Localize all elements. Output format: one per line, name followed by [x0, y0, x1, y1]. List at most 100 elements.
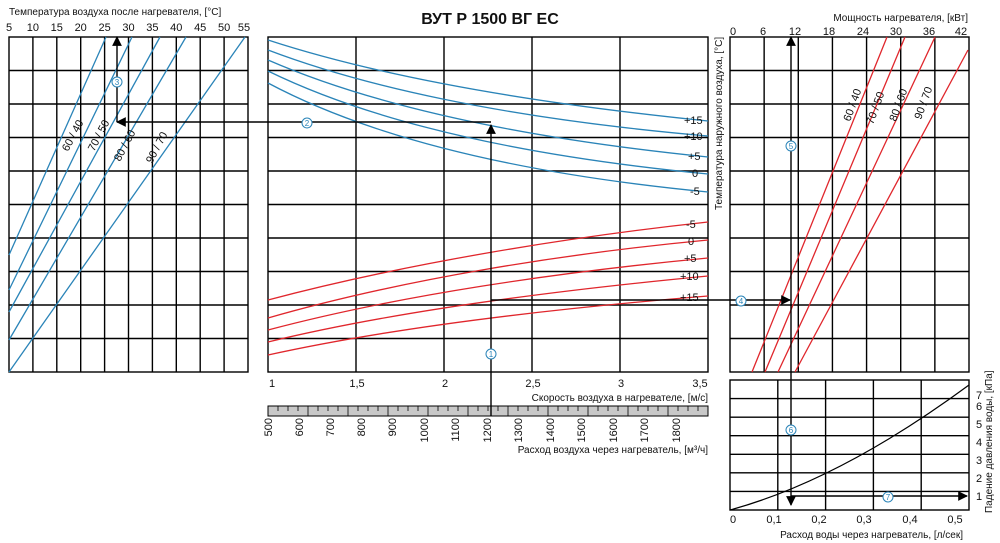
svg-text:6: 6 [789, 426, 794, 435]
left-curve-70-50 [8, 36, 133, 291]
right-curve-label: 90 / 70 [913, 85, 936, 121]
water-flow-tick-label: 0,5 [947, 514, 962, 526]
middle-blue-curve-plus5 [267, 59, 709, 158]
speed-tick-label: 1,5 [349, 378, 364, 390]
step-marker-1: 1 [485, 348, 497, 360]
blue-curve-label: +5 [688, 151, 701, 163]
water-flow-tick-labels: 0 0,1 0,2 0,3 0,4 0,5 [730, 514, 963, 526]
pressure-tick-label: 6 [976, 401, 982, 413]
flow-tick-label: 600 [294, 418, 306, 436]
right-top-panel-frame [729, 36, 970, 373]
diagram-title: ВУТ Р 1500 ВГ ЕС [421, 11, 559, 28]
svg-text:7: 7 [886, 493, 891, 502]
flow-tick-label: 1500 [576, 418, 588, 442]
power-tick-label: 0 [730, 26, 736, 38]
middle-blue-curve-0 [267, 70, 709, 175]
middle-blue-curve-minus5 [267, 82, 709, 193]
left-curve-outer [8, 36, 246, 373]
left-curve-label: 80 / 60 [112, 128, 138, 163]
left-tick-label: 35 [146, 22, 158, 34]
speed-tick-labels: 1 1,5 2 2,5 3 3,5 [269, 378, 708, 390]
red-curve-label: -5 [686, 219, 696, 231]
svg-text:1: 1 [489, 350, 494, 359]
power-tick-label: 30 [890, 26, 902, 38]
power-tick-label: 18 [823, 26, 835, 38]
flow-tick-label: 1200 [482, 418, 494, 442]
svg-text:2: 2 [305, 119, 310, 128]
speed-tick-label: 1 [269, 378, 275, 390]
middle-blue-curve-plus10 [267, 49, 709, 137]
outdoor-temp-axis-title: Температура наружного воздуха, [°C] [714, 37, 725, 210]
step-markers: 1 2 3 4 5 6 7 [111, 76, 894, 503]
flow-tick-label: 1000 [419, 418, 431, 442]
step-marker-6: 6 [785, 424, 797, 436]
step-marker-7: 7 [882, 491, 894, 503]
water-flow-tick-label: 0,4 [902, 514, 917, 526]
red-curve-label: +5 [684, 253, 697, 265]
speed-tick-label: 3 [618, 378, 624, 390]
left-curve-label: 60 / 40 [60, 118, 86, 153]
pressure-tick-label: 2 [976, 473, 982, 485]
flow-tick-labels: 500 600 700 800 900 1000 1100 1200 1300 … [263, 418, 683, 442]
middle-panel: +15 +10 +5 0 -5 -5 0 +5 +10 +15 1 1,5 2 … [263, 36, 709, 456]
power-axis-title: Мощность нагревателя, [кВт] [833, 13, 968, 24]
power-tick-labels: 0 6 12 18 24 30 36 42 [730, 26, 967, 38]
blue-curve-label: -5 [690, 186, 700, 198]
water-flow-axis-title: Расход воды через нагреватель, [л/сек] [780, 530, 963, 541]
flow-tick-label: 1800 [671, 418, 683, 442]
left-panel-frame [8, 36, 249, 373]
speed-tick-label: 2 [442, 378, 448, 390]
left-tick-label: 45 [194, 22, 206, 34]
speed-tick-label: 3,5 [692, 378, 707, 390]
right-red-line-60-40 [751, 36, 888, 373]
left-tick-label: 50 [218, 22, 230, 34]
right-curve-label: 70 / 50 [865, 90, 888, 126]
flow-tick-label: 1700 [639, 418, 651, 442]
blue-curve-label: +10 [684, 131, 703, 143]
right-bottom-panel-grid [730, 380, 969, 510]
svg-text:4: 4 [739, 297, 744, 306]
water-flow-tick-label: 0 [730, 514, 736, 526]
left-tick-label: 5 [6, 22, 12, 34]
power-tick-label: 12 [789, 26, 801, 38]
flow-tick-label: 700 [325, 418, 337, 436]
left-panel-grid [9, 37, 248, 372]
right-red-line-90-70 [794, 49, 969, 373]
svg-text:5: 5 [789, 142, 794, 151]
pressure-tick-label: 1 [976, 491, 982, 503]
water-flow-tick-label: 0,1 [766, 514, 781, 526]
middle-red-curve-plus10 [267, 275, 709, 343]
scale-band-ticks [267, 406, 709, 416]
water-flow-tick-label: 0,3 [856, 514, 871, 526]
middle-red-curve-0 [267, 239, 709, 319]
pressure-tick-label: 3 [976, 455, 982, 467]
left-tick-label: 55 [238, 22, 250, 34]
red-curve-label: 0 [688, 236, 694, 248]
step-marker-5: 5 [785, 140, 797, 152]
flow-tick-label: 800 [356, 418, 368, 436]
middle-red-curve-plus5 [267, 257, 709, 331]
svg-text:3: 3 [115, 78, 120, 87]
right-top-panel-grid [730, 37, 969, 372]
pressure-tick-label: 7 [976, 390, 982, 402]
flow-tick-label: 1100 [450, 418, 462, 442]
flow-tick-label: 500 [263, 418, 275, 436]
right-bottom-panel-frame [729, 379, 970, 511]
blue-curve-label: 0 [692, 168, 698, 180]
blue-curve-label: +15 [684, 115, 703, 127]
left-tick-label: 10 [27, 22, 39, 34]
flow-axis-title: Расход воздуха через нагреватель, [м³/ч] [518, 445, 709, 456]
step-marker-4: 4 [735, 295, 747, 307]
speed-tick-label: 2,5 [525, 378, 540, 390]
power-tick-label: 36 [923, 26, 935, 38]
left-tick-labels: 5 10 15 20 25 30 35 40 45 50 55 [6, 22, 250, 34]
left-tick-label: 25 [98, 22, 110, 34]
power-tick-label: 24 [857, 26, 869, 38]
middle-panel-frame [267, 36, 709, 373]
water-flow-tick-label: 0,2 [811, 514, 826, 526]
pressure-tick-labels: 1 2 3 4 5 6 7 [976, 390, 982, 503]
flow-tick-label: 1300 [513, 418, 525, 442]
pressure-tick-label: 4 [976, 437, 982, 449]
left-curve-80-60 [8, 36, 161, 313]
